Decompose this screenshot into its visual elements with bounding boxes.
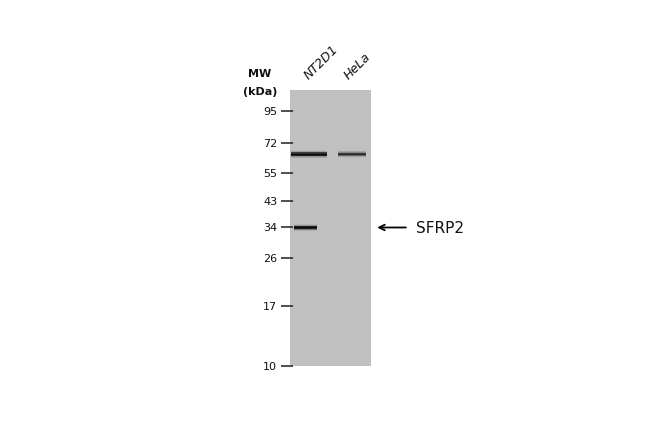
- Text: NT2D1: NT2D1: [301, 43, 341, 82]
- Bar: [291, 90, 371, 366]
- Text: 34: 34: [263, 223, 277, 233]
- Text: SFRP2: SFRP2: [416, 221, 464, 236]
- Text: MW: MW: [248, 69, 272, 79]
- Text: 17: 17: [263, 301, 277, 311]
- Text: 10: 10: [263, 361, 277, 371]
- Text: (kDa): (kDa): [243, 87, 278, 97]
- Text: 43: 43: [263, 196, 277, 207]
- Text: 26: 26: [263, 253, 277, 263]
- Text: 72: 72: [263, 138, 277, 148]
- Text: HeLa: HeLa: [341, 51, 373, 82]
- Text: 55: 55: [263, 169, 277, 178]
- Text: 95: 95: [263, 107, 277, 117]
